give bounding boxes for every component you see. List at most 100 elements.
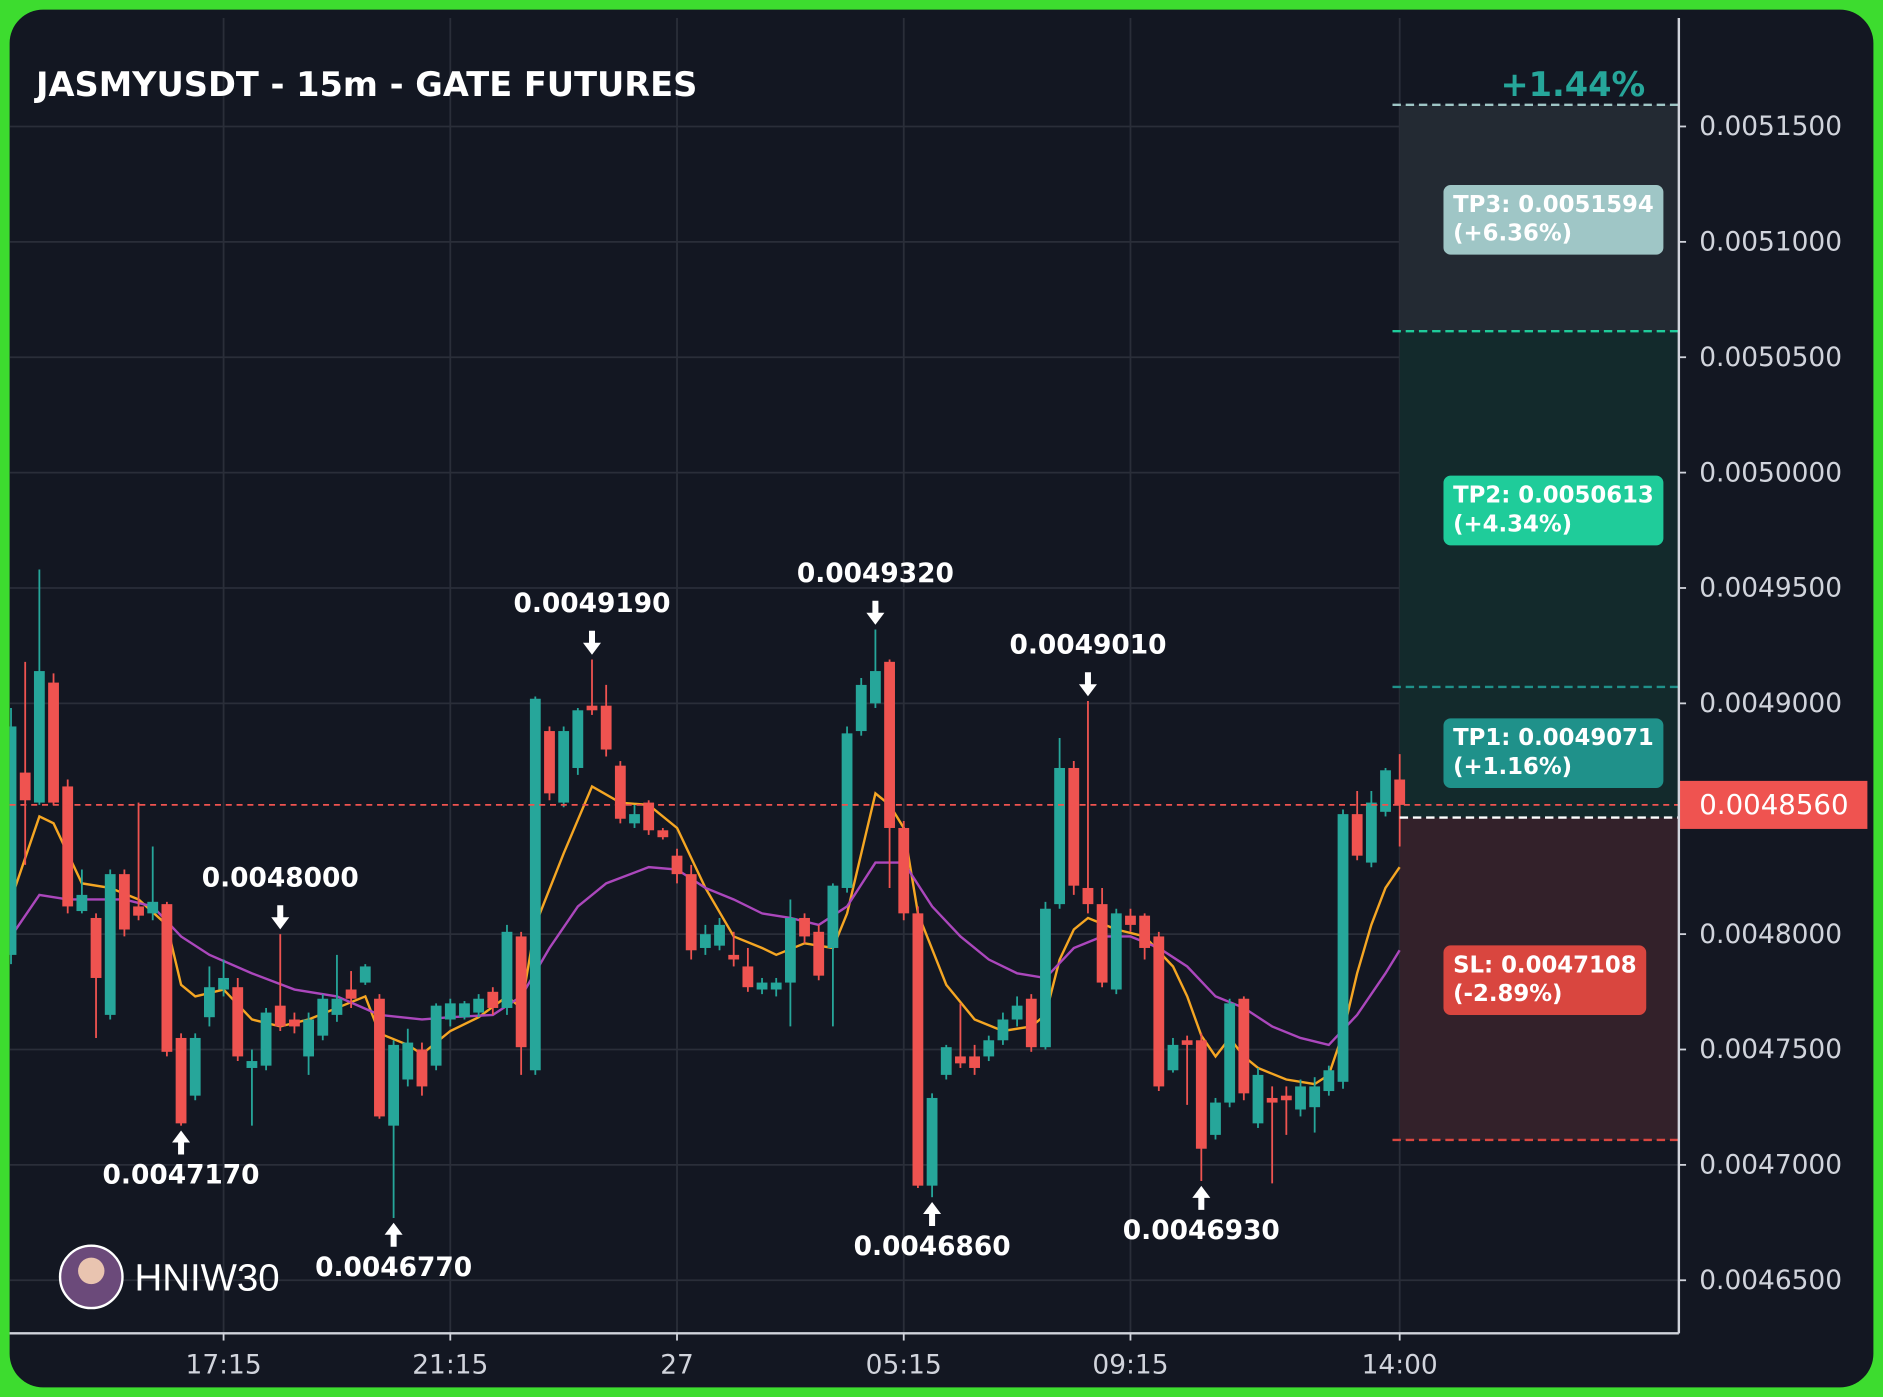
candle-body xyxy=(1365,802,1377,863)
candle-body xyxy=(189,1037,201,1096)
candle-body xyxy=(345,989,357,999)
candle-body xyxy=(643,802,655,831)
candle-body xyxy=(558,731,570,803)
candle-body xyxy=(1195,1040,1207,1149)
candle-body xyxy=(572,710,584,768)
candle-body xyxy=(728,954,740,960)
candle-body xyxy=(685,874,697,951)
candle-body xyxy=(1068,767,1080,886)
candle-body xyxy=(784,917,796,983)
position-label: TP2: 0.0050613(+4.34%) xyxy=(1443,475,1664,546)
x-tick-label: 27 xyxy=(660,1349,694,1380)
candle-body xyxy=(104,874,116,1015)
candle-body xyxy=(1125,915,1136,925)
annotation-label: 0.0046770 xyxy=(315,1252,472,1283)
candle-body xyxy=(444,1003,456,1020)
x-tick-label: 09:15 xyxy=(1092,1349,1168,1380)
candle-body xyxy=(841,733,853,888)
x-tick-label: 05:15 xyxy=(866,1349,942,1380)
candle-body xyxy=(997,1019,1009,1041)
overlay: 0.0051500 0.0051000 0.0050500 0.0050000 0.00… xyxy=(103,65,1868,1380)
candle-body xyxy=(629,814,640,824)
watermark: HNIW30 xyxy=(135,1257,280,1300)
annotation-arrow xyxy=(582,630,602,655)
position-label-change: (-2.89%) xyxy=(1453,981,1562,1007)
candle-body xyxy=(1266,1097,1278,1103)
last-price-label: 0.0048560 xyxy=(1699,788,1848,821)
candle-body xyxy=(955,1056,966,1064)
candle-body xyxy=(671,855,683,875)
candle-body xyxy=(118,874,130,930)
position-label-box xyxy=(1443,475,1664,546)
candle-body xyxy=(317,998,329,1036)
candle-body xyxy=(161,904,173,1052)
annotation-label: 0.0049010 xyxy=(1009,629,1166,660)
candle-body xyxy=(770,982,782,990)
candle-body xyxy=(246,1061,258,1068)
position-label: TP1: 0.0049071 (+1.16%) xyxy=(1443,718,1664,788)
candle-body xyxy=(586,705,598,711)
position-label-box xyxy=(1443,184,1664,255)
candle-body xyxy=(515,936,527,1048)
candle-body xyxy=(289,1019,300,1027)
candle-body xyxy=(303,1019,315,1057)
annotation-label: 0.0046860 xyxy=(854,1231,1011,1262)
position-label-text: TP2: 0.0050613 xyxy=(1453,483,1654,509)
position-label-change: (+6.36%) xyxy=(1453,221,1572,247)
candle-body xyxy=(1252,1074,1264,1124)
candle-body xyxy=(1210,1102,1221,1135)
position-label-box xyxy=(1443,945,1647,1016)
candle-body xyxy=(1323,1070,1335,1092)
y-tick-label: 0.0049000 xyxy=(1699,688,1842,719)
y-tick-label: 0.0050000 xyxy=(1699,457,1842,488)
candle-body xyxy=(926,1097,938,1186)
last-price-tag xyxy=(1678,780,1868,829)
candle-body xyxy=(1110,913,1122,990)
candle-body xyxy=(1153,936,1165,1087)
candle-body xyxy=(756,982,768,990)
candle-body xyxy=(1295,1086,1306,1110)
candle-body xyxy=(1351,814,1363,856)
candle-body xyxy=(501,931,513,1008)
position-result: +1.44% xyxy=(1500,65,1645,104)
candle-body xyxy=(1380,770,1391,812)
candle-body xyxy=(416,1049,428,1087)
candle-body xyxy=(1337,814,1349,1082)
candle-body xyxy=(473,998,485,1013)
position-label-box xyxy=(1443,718,1664,788)
candle-body xyxy=(388,1044,400,1126)
candle-body xyxy=(940,1047,952,1075)
position-label: TP3: 0.0051594 (+6.36%) xyxy=(1443,184,1664,255)
position-label-text: TP3: 0.0051594 xyxy=(1453,192,1654,218)
candle-body xyxy=(1139,915,1151,948)
annotation-label: 0.0046930 xyxy=(1123,1215,1280,1246)
position-label-change: (+4.34%) xyxy=(1453,511,1572,537)
candle-body xyxy=(983,1040,995,1057)
candle-body xyxy=(884,661,895,828)
position-label: SL: 0.0047108 (-2.89%) xyxy=(1443,945,1647,1016)
candle-body xyxy=(487,991,499,1008)
annotation-label: 0.0047170 xyxy=(103,1160,260,1191)
candle-body xyxy=(614,765,626,819)
candle-body xyxy=(813,931,825,976)
candle-body xyxy=(1040,908,1051,1048)
position-label-text: SL: 0.0047108 xyxy=(1453,952,1637,978)
candle-body xyxy=(62,786,74,907)
candle-body xyxy=(33,671,45,803)
candle-body xyxy=(912,913,924,1186)
candle-body xyxy=(799,917,810,937)
candle-body xyxy=(1238,998,1250,1094)
candle-body xyxy=(1096,904,1108,983)
candle-body xyxy=(1167,1044,1179,1071)
candle-body xyxy=(402,1042,414,1080)
annotation-label: 0.0049320 xyxy=(797,558,954,589)
y-tick-label: 0.0048000 xyxy=(1699,919,1842,950)
candle-body xyxy=(147,901,159,914)
annotation-label: 0.0049190 xyxy=(513,588,670,619)
candle-body xyxy=(742,966,754,988)
x-tick-label: 14:00 xyxy=(1362,1349,1438,1380)
y-tick-label: 0.0050500 xyxy=(1699,342,1842,373)
candle-body xyxy=(1025,998,1037,1048)
y-tick-label: 0.0047500 xyxy=(1699,1034,1842,1065)
candle-body xyxy=(274,1005,286,1027)
